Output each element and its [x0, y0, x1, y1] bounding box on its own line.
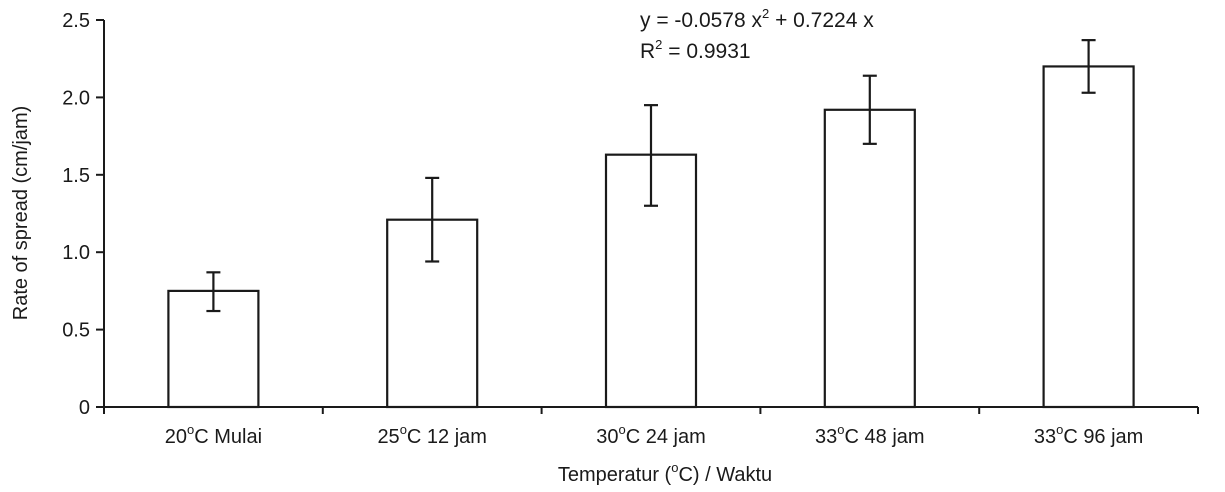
- x-tick-time: 48 jam: [865, 426, 925, 448]
- y-axis-title: Rate of spread (cm/jam): [10, 106, 32, 321]
- y-tick-label: 1.5: [62, 165, 90, 187]
- r-squared: R2 = 0.9931: [640, 37, 751, 63]
- x-tick-degree: o: [400, 422, 407, 437]
- x-tick-degree: o: [618, 422, 625, 437]
- x-tick-label: 20oC Mulai: [165, 422, 262, 448]
- r-squared-base: R: [640, 40, 655, 63]
- x-tick-time: 96 jam: [1083, 426, 1143, 448]
- axes: [103, 20, 1198, 408]
- x-tick-unit: C: [407, 426, 427, 448]
- y-tick-label: 1.0: [62, 242, 90, 264]
- x-tick-unit: C: [845, 426, 865, 448]
- y-tick-label: 2.5: [62, 10, 90, 32]
- x-tick-temp: 33: [815, 426, 837, 448]
- trendline-equation: y = -0.0578 x2 + 0.7224 x: [640, 6, 874, 32]
- x-axis-title: Temperatur (oC) / Waktu: [558, 460, 772, 486]
- x-tick-degree: o: [1056, 422, 1063, 437]
- r-squared-exponent: 2: [655, 37, 662, 52]
- y-tick-label: 2.0: [62, 87, 90, 109]
- x-tick-degree: o: [187, 422, 194, 437]
- x-axis-title-sup: o: [671, 460, 678, 475]
- equation-lhs: y = -0.0578 x: [640, 9, 762, 32]
- x-tick-time: Mulai: [214, 426, 262, 448]
- x-tick-temp: 30: [596, 426, 618, 448]
- x-tick-degree: o: [837, 422, 844, 437]
- x-tick-temp: 33: [1034, 426, 1056, 448]
- x-ticks: 20oC Mulai 25oC 12 jam 30oC 24 jam 33oC 48 …: [103, 407, 1199, 448]
- x-tick-label: 25oC 12 jam: [377, 422, 487, 448]
- equation-rhs: + 0.7224 x: [769, 9, 874, 32]
- x-tick-label: 33oC 48 jam: [815, 422, 925, 448]
- x-tick-time: 12 jam: [427, 426, 487, 448]
- y-tick-label: 0.5: [62, 320, 90, 342]
- x-tick-unit: C: [194, 426, 214, 448]
- equation-exponent: 2: [762, 6, 769, 21]
- x-axis-title-rest: C) / Waktu: [678, 464, 772, 486]
- x-tick-unit: C: [626, 426, 646, 448]
- x-tick-temp: 20: [165, 426, 187, 448]
- x-tick-unit: C: [1063, 426, 1083, 448]
- x-axis-title-text: Temperatur (: [558, 464, 672, 486]
- x-tick-label: 33oC 96 jam: [1034, 422, 1144, 448]
- x-tick-temp: 25: [377, 426, 399, 448]
- error-bars: [206, 39, 1096, 313]
- y-ticks: 0 0.5 1.0 1.5 2.0 2.5: [62, 10, 104, 419]
- x-tick-time: 24 jam: [646, 426, 706, 448]
- y-tick-label: 0: [79, 397, 90, 419]
- bar-5: [1042, 65, 1135, 409]
- r-squared-value: = 0.9931: [662, 40, 750, 63]
- x-tick-label: 30oC 24 jam: [596, 422, 706, 448]
- bar-4: [823, 108, 916, 409]
